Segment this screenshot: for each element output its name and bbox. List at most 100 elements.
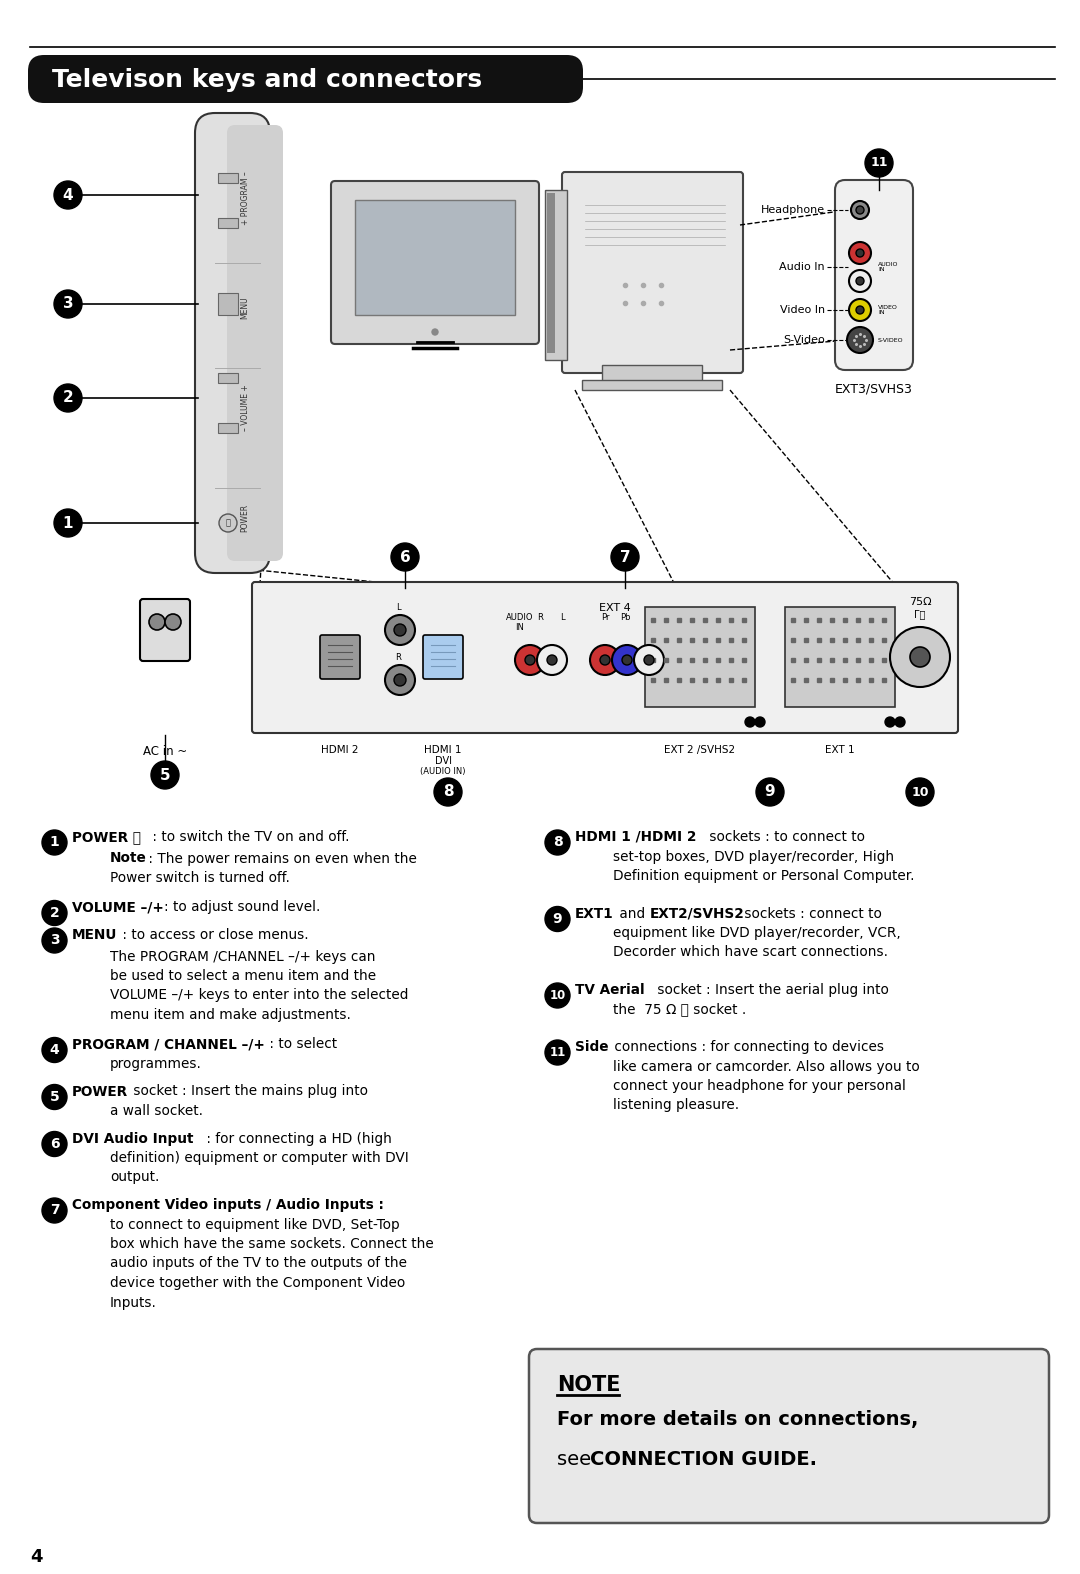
Text: 4: 4 [30,1547,42,1566]
Text: 11: 11 [550,1047,566,1059]
Bar [218,173,238,183]
Circle shape [910,647,930,667]
Text: see: see [557,1450,597,1469]
Circle shape [849,242,870,264]
Text: 5: 5 [50,1091,59,1103]
Circle shape [600,655,610,664]
Text: set-top boxes, DVD player/recorder, High: set-top boxes, DVD player/recorder, High [613,850,894,864]
Circle shape [906,778,934,806]
Text: Audio In: Audio In [780,261,825,272]
Circle shape [149,614,165,630]
Text: : to select: : to select [265,1037,337,1051]
Text: POWER ⏻: POWER ⏻ [72,829,141,844]
Circle shape [391,543,419,571]
Text: S-Video: S-Video [783,335,825,345]
Text: 8: 8 [443,784,454,800]
Circle shape [545,984,570,1007]
Text: DVI Audio Input: DVI Audio Input [72,1132,193,1146]
Text: : to access or close menus.: : to access or close menus. [118,929,309,941]
Circle shape [42,900,67,926]
Text: 1: 1 [50,836,59,850]
FancyBboxPatch shape [195,113,270,573]
Text: audio inputs of the TV to the outputs of the: audio inputs of the TV to the outputs of… [110,1256,407,1270]
Text: HDMI 2: HDMI 2 [321,745,359,756]
Circle shape [545,1040,570,1066]
Text: 4: 4 [50,1044,59,1058]
Text: MENU: MENU [241,296,249,320]
Text: to connect to equipment like DVD, Set-Top: to connect to equipment like DVD, Set-To… [110,1218,400,1231]
Text: EXT 2 /SVHS2: EXT 2 /SVHS2 [664,745,735,756]
Text: a wall socket.: a wall socket. [110,1103,203,1118]
Text: 2: 2 [63,390,73,406]
Circle shape [537,645,567,675]
Text: : to adjust sound level.: : to adjust sound level. [164,900,321,914]
Text: output.: output. [110,1171,160,1185]
Text: connect your headphone for your personal: connect your headphone for your personal [613,1080,906,1092]
FancyBboxPatch shape [423,634,463,678]
Circle shape [856,206,864,214]
Text: NOTE: NOTE [557,1376,621,1395]
Circle shape [54,508,82,537]
Text: HDMI 1 /HDMI 2: HDMI 1 /HDMI 2 [575,829,697,844]
Text: Γ⎺: Γ⎺ [915,609,926,619]
Text: DVI: DVI [434,756,451,767]
Circle shape [54,384,82,412]
Circle shape [745,718,755,727]
Text: Decorder which have scart connections.: Decorder which have scart connections. [613,946,888,960]
Text: 3: 3 [63,296,73,312]
Bar [218,219,238,228]
Circle shape [622,655,632,664]
Circle shape [546,655,557,664]
Circle shape [384,664,415,696]
Text: EXT1: EXT1 [575,907,613,921]
Circle shape [849,299,870,321]
Text: definition) equipment or computer with DVI: definition) equipment or computer with D… [110,1151,408,1165]
Circle shape [895,718,905,727]
Bar [218,293,238,315]
Bar [355,200,515,315]
Text: : The power remains on even when the: : The power remains on even when the [144,852,417,866]
FancyBboxPatch shape [562,172,743,373]
Circle shape [54,181,82,209]
Text: be used to select a menu item and the: be used to select a menu item and the [110,970,376,984]
Text: + PROGRAM –: + PROGRAM – [241,172,249,225]
Text: 7: 7 [620,549,631,565]
Text: 2: 2 [50,907,59,919]
Circle shape [644,655,654,664]
Text: (AUDIO IN): (AUDIO IN) [420,767,465,776]
Text: listening pleasure.: listening pleasure. [613,1099,739,1113]
Bar [218,373,238,382]
Text: and: and [615,907,649,921]
Text: sockets : to connect to: sockets : to connect to [705,829,865,844]
Text: – VOLUME +: – VOLUME + [241,384,249,431]
Text: VOLUME –/+ keys to enter into the selected: VOLUME –/+ keys to enter into the select… [110,988,408,1003]
Circle shape [545,907,570,932]
Text: The PROGRAM /CHANNEL –/+ keys can: The PROGRAM /CHANNEL –/+ keys can [110,949,376,963]
Text: VIDEO
IN: VIDEO IN [878,305,897,315]
Text: TV Aerial: TV Aerial [575,984,645,996]
Circle shape [515,645,545,675]
Text: 10: 10 [912,785,929,798]
Circle shape [634,645,664,675]
Text: 3: 3 [50,933,59,948]
Circle shape [219,515,237,532]
Text: 7: 7 [50,1204,59,1218]
Circle shape [42,1132,67,1157]
Text: PROGRAM / CHANNEL –/+: PROGRAM / CHANNEL –/+ [72,1037,265,1051]
Bar [582,379,723,390]
Text: VOLUME –/+: VOLUME –/+ [72,900,164,914]
Text: R: R [537,612,543,622]
Text: menu item and make adjustments.: menu item and make adjustments. [110,1007,351,1022]
Circle shape [885,718,895,727]
Text: 4: 4 [63,187,73,203]
Bar [602,365,702,382]
Text: 1: 1 [63,516,73,530]
Circle shape [42,929,67,952]
FancyBboxPatch shape [28,55,583,102]
Text: like camera or camcorder. Also allows you to: like camera or camcorder. Also allows yo… [613,1059,920,1073]
Circle shape [612,645,642,675]
Circle shape [590,645,620,675]
Text: Video In: Video In [780,305,825,315]
Bar [785,608,895,707]
Text: Pb: Pb [620,612,631,622]
